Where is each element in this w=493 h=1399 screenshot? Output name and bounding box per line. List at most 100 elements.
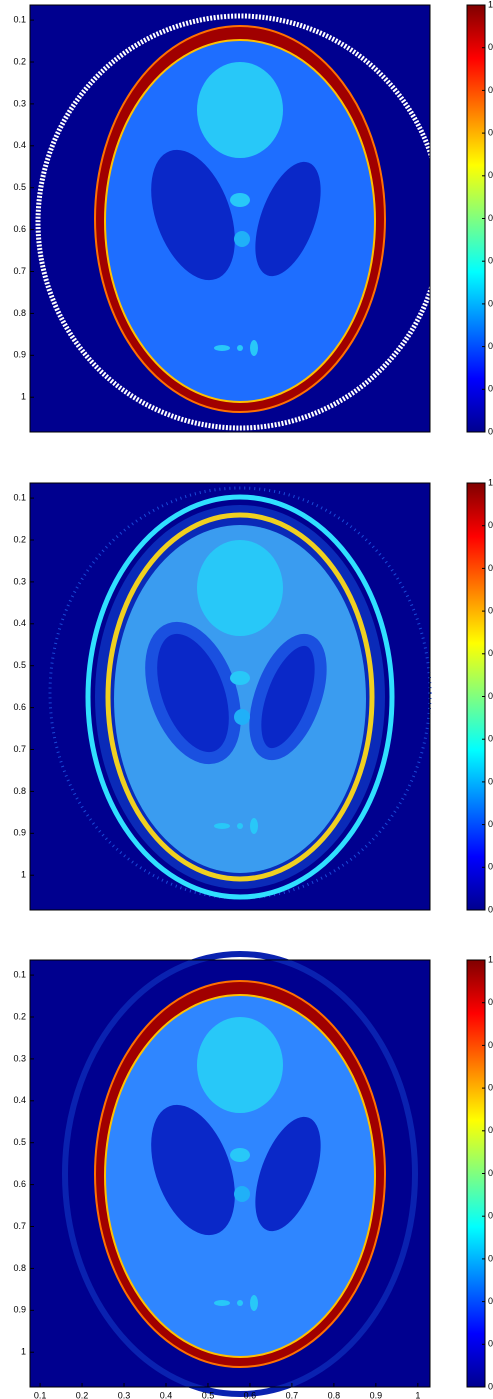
small-region — [230, 671, 250, 685]
colorbar-tick-label: 0.2 — [488, 1296, 493, 1306]
colorbar-tick-label: 0.4 — [488, 256, 493, 266]
y-tick-label: 0.7 — [13, 266, 26, 276]
colorbar-tick-label: 1 — [488, 954, 493, 964]
small-region — [234, 1186, 250, 1202]
colorbar-tick-label: 0.3 — [488, 298, 493, 308]
y-tick-label: 0.1 — [13, 14, 26, 24]
axes-frame — [29, 959, 431, 1388]
plot-image — [30, 951, 430, 1397]
colorbar-tick-label: 0.7 — [488, 1082, 493, 1092]
y-tick-label: 0.8 — [13, 1263, 26, 1273]
colorbar-tick-label: 0.4 — [488, 1211, 493, 1221]
y-tick-label: 1 — [21, 870, 26, 880]
artifact-ring — [85, 494, 395, 900]
small-region — [214, 1300, 230, 1306]
colorbar-tick-label: 0.7 — [488, 127, 493, 137]
small-region — [234, 231, 250, 247]
colorbar-tick-label: 0.8 — [488, 563, 493, 573]
colorbar-tick-label: 0.6 — [488, 648, 493, 658]
y-tick-label: 0.6 — [13, 224, 26, 234]
y-tick-label: 0.9 — [13, 1305, 26, 1315]
light-region — [197, 540, 283, 636]
y-tick-label: 0.8 — [13, 786, 26, 796]
light-region — [197, 1017, 283, 1113]
y-tick-label: 0.3 — [13, 98, 26, 108]
small-region — [250, 340, 258, 356]
colorbar-tick-label: 0.5 — [488, 1168, 493, 1178]
y-tick-label: 0.8 — [13, 308, 26, 318]
colorbar-tick-label: 0.1 — [488, 384, 493, 394]
small-region — [234, 709, 250, 725]
edge-ring — [105, 512, 375, 882]
y-tick-label: 0.5 — [13, 1137, 26, 1147]
dark-region — [151, 149, 235, 281]
y-tick-label: 0.2 — [13, 1011, 26, 1021]
colorbar-tick-label: 1 — [488, 477, 493, 487]
y-tick-label: 0.6 — [13, 702, 26, 712]
x-tick-label: 0.1 — [34, 1390, 47, 1399]
colorbar-tick-label: 0.3 — [488, 1253, 493, 1263]
colorbar-tick-label: 0.1 — [488, 862, 493, 872]
x-tick-label: 0.9 — [370, 1390, 383, 1399]
y-tick-label: 0.7 — [13, 744, 26, 754]
y-tick-label: 0.3 — [13, 1053, 26, 1063]
y-tick-label: 0.4 — [13, 618, 26, 628]
small-region — [237, 1300, 243, 1306]
colorbar-tick-label: 0.6 — [488, 1125, 493, 1135]
light-region — [197, 62, 283, 158]
small-region — [250, 1295, 258, 1311]
y-tick-label: 0.4 — [13, 140, 26, 150]
dark-region — [249, 633, 327, 761]
dark-region — [151, 1104, 235, 1236]
colorbar-tick-label: 0 — [488, 1381, 493, 1391]
dark-region — [255, 1116, 321, 1232]
y-tick-label: 0.7 — [13, 1221, 26, 1231]
x-tick-label: 0.7 — [286, 1390, 299, 1399]
y-tick-label: 0.9 — [13, 828, 26, 838]
body — [114, 525, 366, 873]
dark-region — [145, 621, 241, 765]
small-region — [237, 823, 243, 829]
y-tick-label: 1 — [21, 1347, 26, 1357]
colorbar-tick-label: 0.2 — [488, 819, 493, 829]
colorbar-tick-label: 0.7 — [488, 605, 493, 615]
small-region — [230, 1148, 250, 1162]
y-tick-label: 0.2 — [13, 56, 26, 66]
colorbar-tick-label: 0.9 — [488, 520, 493, 530]
y-tick-label: 0.1 — [13, 969, 26, 979]
halo — [62, 951, 418, 1397]
colorbar-tick-label: 0.6 — [488, 170, 493, 180]
plot-image — [30, 483, 432, 910]
body — [104, 994, 376, 1358]
dark-region — [255, 161, 321, 277]
small-region — [237, 345, 243, 351]
x-tick-label: 0.5 — [202, 1390, 215, 1399]
y-tick-label: 0.5 — [13, 660, 26, 670]
colorbar-tick-label: 0.4 — [488, 734, 493, 744]
support-circle — [35, 13, 445, 431]
small-region — [230, 193, 250, 207]
x-tick-label: 0.2 — [76, 1390, 89, 1399]
y-tick-label: 1 — [21, 392, 26, 402]
y-tick-label: 0.4 — [13, 1095, 26, 1105]
y-tick-label: 0.5 — [13, 182, 26, 192]
x-tick-label: 0.6 — [244, 1390, 257, 1399]
y-tick-label: 0.3 — [13, 576, 26, 586]
x-tick-label: 0.8 — [328, 1390, 341, 1399]
colorbar-tick-label: 0.3 — [488, 776, 493, 786]
colorbar-tick-label: 0.9 — [488, 42, 493, 52]
x-tick-label: 1 — [415, 1390, 420, 1399]
small-region — [250, 818, 258, 834]
y-tick-label: 0.6 — [13, 1179, 26, 1189]
colorbar-tick-label: 0.2 — [488, 341, 493, 351]
small-region — [214, 823, 230, 829]
y-tick-label: 0.2 — [13, 534, 26, 544]
body — [104, 39, 376, 403]
y-tick-label: 0.9 — [13, 350, 26, 360]
axes-frame — [29, 4, 431, 433]
plot-image — [30, 5, 445, 432]
colorbar-tick-label: 0.8 — [488, 85, 493, 95]
axes-frame — [29, 482, 431, 911]
colorbar-tick-label: 0.8 — [488, 1040, 493, 1050]
